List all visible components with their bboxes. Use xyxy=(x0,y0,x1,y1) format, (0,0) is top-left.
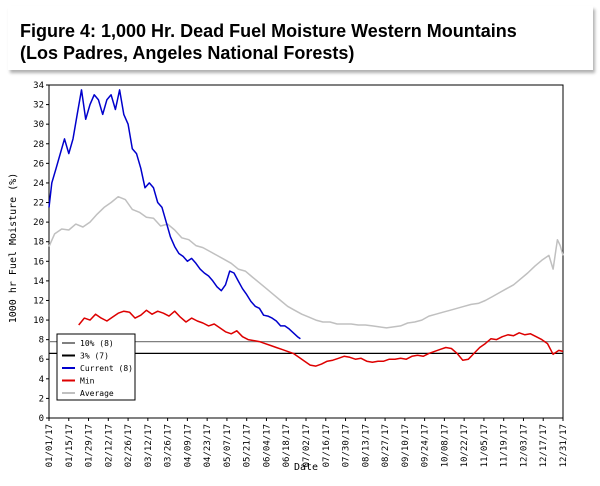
x-tick-label: 11/19/17 xyxy=(500,424,510,467)
x-tick-label: 04/09/17 xyxy=(183,424,193,467)
series-line xyxy=(48,89,301,340)
x-tick-label: 03/26/17 xyxy=(164,424,174,467)
x-tick-label: 07/02/17 xyxy=(302,424,312,467)
legend-label: 10% (8) xyxy=(80,339,114,348)
x-tick-label: 06/04/17 xyxy=(262,424,272,467)
x-tick-label: 01/15/17 xyxy=(65,424,75,467)
series-line xyxy=(48,195,564,329)
x-tick-label: 03/12/17 xyxy=(144,424,154,467)
y-tick-label: 30 xyxy=(33,120,44,130)
y-tick-label: 4 xyxy=(39,375,44,385)
y-tick-label: 12 xyxy=(33,296,44,306)
y-tick-label: 16 xyxy=(33,257,44,267)
y-tick-label: 2 xyxy=(39,394,44,404)
legend-label: Min xyxy=(80,377,95,386)
x-tick-label: 11/05/17 xyxy=(480,424,490,467)
x-tick-label: 01/29/17 xyxy=(85,424,95,467)
x-tick-label: 05/21/17 xyxy=(243,424,253,467)
x-tick-label: 05/07/17 xyxy=(223,424,233,467)
x-tick-label: 08/13/17 xyxy=(361,424,371,467)
x-tick-label: 08/27/17 xyxy=(381,424,391,467)
x-tick-label: 12/03/17 xyxy=(519,424,529,467)
x-axis-label: Date xyxy=(294,462,318,473)
x-tick-label: 06/18/17 xyxy=(282,424,292,467)
y-tick-label: 0 xyxy=(39,414,44,424)
legend-label: Average xyxy=(80,389,114,398)
figure-title-box: Figure 4: 1,000 Hr. Dead Fuel Moisture W… xyxy=(8,6,593,70)
y-tick-label: 24 xyxy=(33,179,44,189)
y-tick-label: 10 xyxy=(33,316,44,326)
figure-title-line-2: (Los Padres, Angeles National Forests) xyxy=(20,43,355,63)
y-tick-label: 28 xyxy=(33,140,44,150)
y-tick-label: 18 xyxy=(33,238,44,248)
y-tick-label: 8 xyxy=(39,336,44,346)
figure-title-line-1: Figure 4: 1,000 Hr. Dead Fuel Moisture W… xyxy=(20,21,517,41)
y-tick-label: 6 xyxy=(39,355,44,365)
y-axis-label: 1000 hr Fuel Moisture (%) xyxy=(8,173,19,324)
legend-label: Current (8) xyxy=(80,364,133,373)
figure-title: Figure 4: 1,000 Hr. Dead Fuel Moisture W… xyxy=(20,20,590,64)
x-tick-label: 10/08/17 xyxy=(440,424,450,467)
x-tick-label: 02/26/17 xyxy=(124,424,134,467)
legend-label: 3% (7) xyxy=(80,352,109,361)
x-tick-label: 09/10/17 xyxy=(401,424,411,467)
y-tick-label: 14 xyxy=(33,277,44,287)
x-tick-label: 12/17/17 xyxy=(539,424,549,467)
x-tick-label: 01/01/17 xyxy=(45,424,55,467)
x-tick-label: 07/16/17 xyxy=(322,424,332,467)
y-tick-label: 34 xyxy=(33,81,44,91)
y-tick-label: 32 xyxy=(33,101,44,111)
y-tick-label: 20 xyxy=(33,218,44,228)
x-tick-label: 12/31/17 xyxy=(559,424,569,467)
series-line xyxy=(78,309,564,367)
legend: 10% (8) 3% (7) Current (8) Min Average xyxy=(56,333,136,401)
y-tick-label: 22 xyxy=(33,199,44,209)
x-tick-label: 02/12/17 xyxy=(104,424,114,467)
x-tick-label: 07/30/17 xyxy=(342,424,352,467)
y-tick-label: 26 xyxy=(33,159,44,169)
x-tick-label: 10/22/17 xyxy=(460,424,470,467)
x-tick-label: 09/24/17 xyxy=(421,424,431,467)
x-tick-label: 04/23/17 xyxy=(203,424,213,467)
